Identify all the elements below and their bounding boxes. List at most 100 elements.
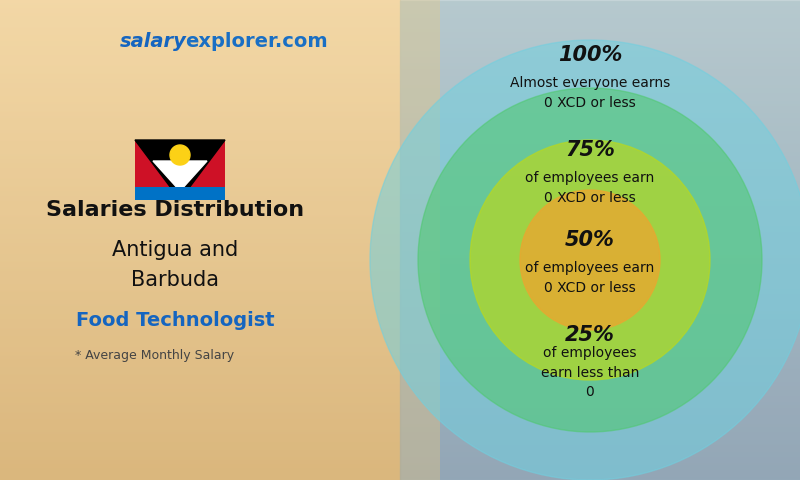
Bar (400, 5, 800, 6)
Bar (400, 192, 800, 193)
Text: Salaries Distribution: Salaries Distribution (46, 200, 304, 220)
Bar (400, 18, 800, 19)
Bar (400, 417, 800, 418)
Bar (0, 205, 400, 206)
Bar (0, 404, 400, 405)
Bar (0, 472, 400, 473)
Bar (400, 302, 800, 303)
Bar (0, 207, 400, 208)
Bar (400, 188, 800, 189)
Bar (400, 233, 800, 234)
Bar (0, 11, 400, 12)
Bar (400, 409, 800, 410)
Bar (0, 287, 400, 288)
Bar (400, 15, 800, 16)
Bar (400, 26, 800, 27)
Bar (400, 292, 800, 293)
Bar (400, 282, 800, 283)
Bar (400, 235, 800, 236)
Bar (400, 346, 800, 347)
Bar (400, 260, 800, 261)
Bar (0, 474, 400, 475)
Bar (0, 85, 400, 86)
Bar (0, 455, 400, 456)
Bar (0, 243, 400, 244)
Bar (400, 181, 800, 182)
Bar (400, 34, 800, 35)
Bar (0, 425, 400, 426)
Bar (0, 61, 400, 62)
Bar (0, 413, 400, 414)
Bar (0, 124, 400, 125)
Bar (0, 288, 400, 289)
Bar (0, 423, 400, 424)
Bar (400, 248, 800, 249)
Bar (0, 354, 400, 355)
Bar (0, 436, 400, 437)
Bar (400, 332, 800, 333)
Bar (0, 211, 400, 212)
Bar (0, 234, 400, 235)
Bar (400, 415, 800, 416)
Bar (400, 324, 800, 325)
Bar (400, 370, 800, 371)
Bar (0, 342, 400, 343)
Bar (400, 144, 800, 145)
Bar (400, 115, 800, 116)
Bar (0, 70, 400, 71)
Bar (400, 132, 800, 133)
Bar (0, 63, 400, 64)
Bar (400, 2, 800, 3)
Bar (400, 9, 800, 10)
Bar (0, 418, 400, 419)
Bar (0, 285, 400, 286)
Bar (400, 291, 800, 292)
Bar (0, 319, 400, 320)
Bar (400, 423, 800, 424)
Bar (400, 373, 800, 374)
Bar (400, 55, 800, 56)
Bar (400, 207, 800, 208)
Bar (0, 312, 400, 313)
Bar (400, 305, 800, 306)
Bar (400, 99, 800, 100)
Bar (0, 86, 400, 87)
Bar (0, 264, 400, 265)
Bar (400, 119, 800, 120)
Bar (0, 398, 400, 399)
Bar (0, 112, 400, 113)
Bar (0, 240, 400, 241)
Bar (400, 411, 800, 412)
Bar (400, 40, 800, 41)
Bar (0, 419, 400, 420)
Bar (0, 391, 400, 392)
Bar (0, 26, 400, 27)
Bar (0, 62, 400, 63)
Bar (400, 44, 800, 45)
Bar (0, 108, 400, 109)
Bar (400, 146, 800, 147)
Bar (400, 185, 800, 186)
Bar (135, 187, 225, 200)
Bar (0, 233, 400, 234)
Bar (0, 13, 400, 14)
Bar (0, 257, 400, 258)
Bar (400, 473, 800, 474)
Bar (0, 358, 400, 359)
Bar (0, 71, 400, 72)
Bar (0, 297, 400, 298)
Bar (400, 464, 800, 465)
Bar (0, 140, 400, 141)
Bar (0, 105, 400, 106)
Bar (400, 408, 800, 409)
Bar (0, 456, 400, 457)
Bar (400, 229, 800, 230)
Bar (0, 197, 400, 198)
Bar (400, 202, 800, 203)
Bar (0, 247, 400, 248)
Bar (400, 428, 800, 429)
Bar (400, 372, 800, 373)
Bar (400, 397, 800, 398)
Bar (400, 293, 800, 294)
Bar (0, 230, 400, 231)
